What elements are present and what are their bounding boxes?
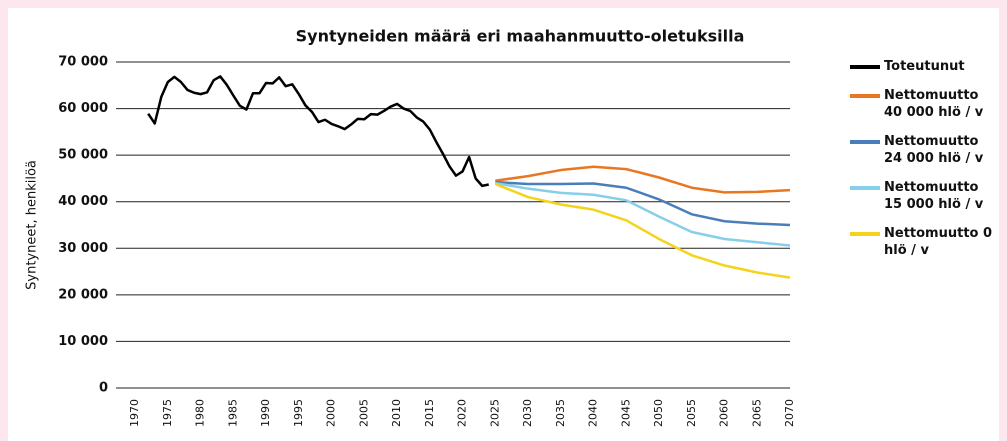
legend-item: Nettomuutto 24 000 hlö / v [850, 133, 1000, 167]
y-tick-label: 10 000 [58, 334, 108, 349]
x-tick-label: 2070 [783, 399, 796, 427]
legend-swatch [850, 65, 880, 69]
x-tick-label: 1980 [194, 399, 207, 427]
x-tick-label: 1990 [259, 399, 272, 427]
y-tick-label: 0 [99, 381, 108, 396]
legend-label: Nettomuutto 24 000 hlö / v [884, 134, 984, 166]
x-tick-label: 1995 [292, 399, 305, 427]
y-tick-label: 40 000 [58, 194, 108, 209]
series-line [494, 182, 791, 279]
y-tick-label: 20 000 [58, 287, 108, 302]
legend-label: Toteutunut [884, 59, 965, 74]
series-line [147, 75, 490, 188]
legend-item: Nettomuutto 0 hlö / v [850, 225, 1000, 259]
x-tick-label: 2020 [456, 399, 469, 427]
x-tick-label: 2025 [488, 399, 501, 427]
y-tick-label: 30 000 [58, 241, 108, 256]
legend-swatch [850, 232, 880, 236]
series-line [495, 165, 791, 194]
series-line [495, 180, 791, 227]
x-tick-label: 2030 [521, 399, 534, 427]
x-tick-label: 2000 [325, 399, 338, 427]
x-tick-label: 2040 [587, 399, 600, 427]
legend-swatch [850, 140, 880, 144]
legend: Toteutunut Nettomuutto 40 000 hlö / v Nett… [850, 58, 1000, 271]
legend-label: Nettomuutto 40 000 hlö / v [884, 88, 984, 120]
x-tick-label: 2010 [390, 399, 403, 427]
x-tick-label: 2055 [685, 399, 698, 427]
legend-label: Nettomuutto 15 000 hlö / v [884, 180, 984, 212]
legend-label: Nettomuutto 0 hlö / v [884, 226, 993, 258]
series-line [495, 181, 791, 247]
x-tick-label: 2035 [554, 399, 567, 427]
x-tick-label: 2045 [619, 399, 632, 427]
x-tick-label: 1975 [161, 399, 174, 427]
x-tick-label: 2005 [357, 399, 370, 427]
legend-item: Toteutunut [850, 58, 1000, 75]
legend-item: Nettomuutto 15 000 hlö / v [850, 179, 1000, 213]
y-axis-label: Syntyneet, henkilöä [25, 160, 40, 290]
x-tick-label: 1985 [226, 399, 239, 427]
x-tick-label: 2015 [423, 399, 436, 427]
chart-title: Syntyneiden määrä eri maahanmuutto-oletu… [296, 27, 745, 46]
legend-swatch [850, 94, 880, 98]
panel [8, 8, 999, 441]
y-tick-label: 70 000 [58, 55, 108, 70]
y-tick-label: 60 000 [58, 101, 108, 116]
x-tick-label: 2050 [652, 399, 665, 427]
x-tick-label: 2060 [718, 399, 731, 427]
legend-swatch [850, 186, 880, 190]
x-tick-label: 2065 [750, 399, 763, 427]
legend-item: Nettomuutto 40 000 hlö / v [850, 87, 1000, 121]
x-tick-label: 1970 [128, 399, 141, 427]
y-tick-label: 50 000 [58, 148, 108, 163]
